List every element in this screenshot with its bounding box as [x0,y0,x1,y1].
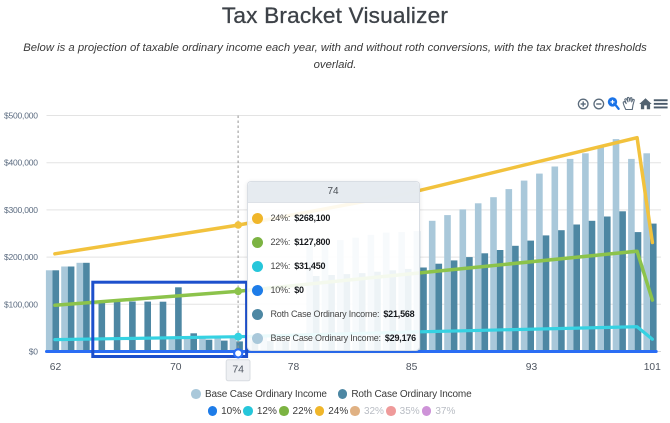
svg-text:$500,000: $500,000 [4,111,38,121]
svg-text:78: 78 [288,362,300,373]
svg-text:$0: $0 [29,347,39,357]
svg-text:$400,000: $400,000 [4,158,38,168]
svg-text:85: 85 [406,362,418,373]
svg-text:$200,000: $200,000 [4,252,38,262]
svg-text:93: 93 [526,362,538,373]
svg-text:70: 70 [170,362,182,373]
svg-text:101: 101 [644,362,661,373]
svg-text:62: 62 [50,362,62,373]
svg-text:$300,000: $300,000 [4,205,38,215]
svg-text:$100,000: $100,000 [4,299,38,309]
svg-text:74: 74 [232,363,244,375]
